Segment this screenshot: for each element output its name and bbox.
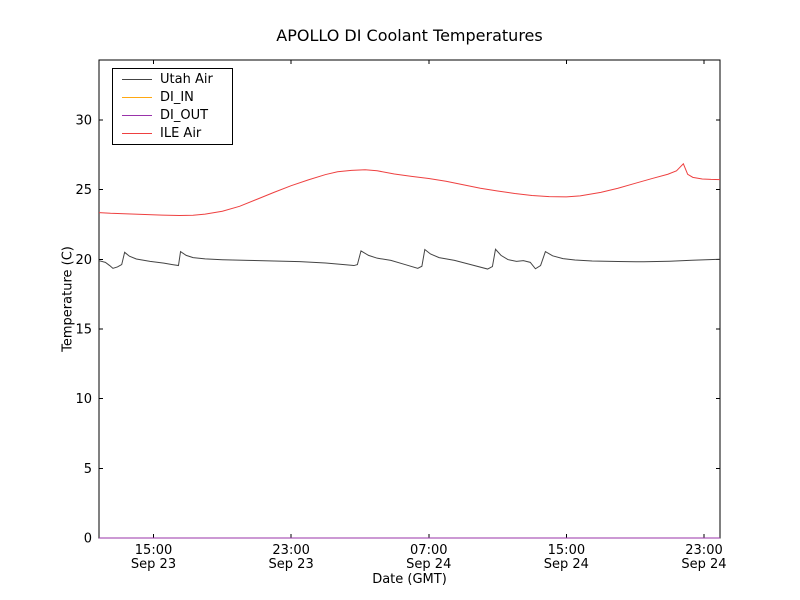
x-axis-label: Date (GMT)	[372, 572, 447, 587]
legend: Utah Air DI_IN DI_OUT ILE Air	[112, 68, 233, 145]
legend-line-swatch	[122, 115, 152, 117]
y-tick-label: 15	[75, 322, 92, 337]
y-tick-label: 0	[84, 532, 92, 547]
x-tick-label-time: 15:00	[135, 543, 172, 558]
legend-line-swatch	[122, 78, 152, 80]
x-tick-label-date: Sep 24	[544, 557, 589, 572]
ile-air-line	[98, 162, 721, 217]
x-tick-label-time: 15:00	[548, 543, 585, 558]
legend-item-di-in: DI_IN	[113, 88, 232, 106]
legend-item-utah-air: Utah Air	[113, 70, 232, 88]
legend-item-ile-air: ILE Air	[113, 125, 232, 143]
legend-item-di-out: DI_OUT	[113, 107, 232, 125]
y-tick-label: 10	[75, 392, 92, 407]
legend-line-swatch	[122, 96, 152, 98]
legend-label: Utah Air	[160, 71, 213, 87]
x-tick-label-date: Sep 24	[681, 557, 726, 572]
utah-air-line	[98, 248, 721, 270]
legend-line-swatch	[122, 133, 152, 135]
x-tick-label-date: Sep 23	[131, 557, 176, 572]
y-tick-label: 30	[75, 113, 92, 128]
chart-title: APOLLO DI Coolant Temperatures	[276, 26, 543, 45]
x-tick-label-time: 07:00	[410, 543, 447, 558]
y-tick-label: 5	[84, 462, 92, 477]
legend-label: ILE Air	[160, 126, 202, 142]
x-tick-label-date: Sep 24	[406, 557, 451, 572]
legend-label: DI_IN	[160, 89, 194, 105]
x-tick-label-date: Sep 23	[269, 557, 314, 572]
y-tick-label: 20	[75, 253, 92, 268]
x-tick-label-time: 23:00	[685, 543, 722, 558]
y-tick-label: 25	[75, 183, 92, 198]
legend-label: DI_OUT	[160, 108, 209, 124]
x-tick-label-time: 23:00	[272, 543, 309, 558]
